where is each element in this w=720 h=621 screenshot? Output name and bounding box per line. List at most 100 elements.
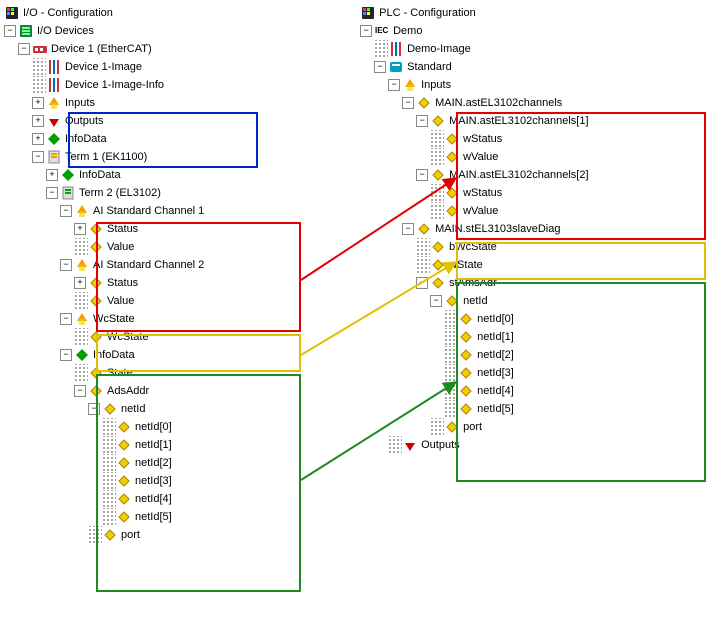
netid-3[interactable]: netId[3] — [4, 472, 340, 490]
var-icon — [88, 239, 104, 255]
r-netid-3[interactable]: netId[3] — [360, 364, 716, 382]
inputs[interactable]: +Inputs — [4, 94, 340, 112]
expand-icon[interactable]: + — [32, 133, 44, 145]
collapse-icon[interactable]: − — [18, 43, 30, 55]
bwcstate[interactable]: bWcState — [360, 238, 716, 256]
collapse-icon[interactable]: − — [416, 169, 428, 181]
netid-1[interactable]: netId[1] — [4, 436, 340, 454]
var-icon — [458, 383, 474, 399]
netid-3-label: netId[3] — [134, 472, 172, 490]
collapse-icon[interactable]: − — [360, 25, 372, 37]
infodata2-label: InfoData — [92, 346, 135, 364]
port[interactable]: port — [4, 526, 340, 544]
netid-5[interactable]: netId[5] — [4, 508, 340, 526]
wcstate[interactable]: WcState — [4, 328, 340, 346]
r-outputs[interactable]: Outputs — [360, 436, 716, 454]
demo[interactable]: −Demo — [360, 22, 716, 40]
ai2-value[interactable]: Value — [4, 292, 340, 310]
var-icon — [102, 401, 118, 417]
r-netid-1[interactable]: netId[1] — [360, 328, 716, 346]
r-netid-5-label: netId[5] — [476, 400, 514, 418]
r-inputs[interactable]: −Inputs — [360, 76, 716, 94]
chan-1[interactable]: −MAIN.astEL3102channels[1] — [360, 112, 716, 130]
standard-label: Standard — [406, 58, 452, 76]
main-channels[interactable]: −MAIN.astEL3102channels — [360, 94, 716, 112]
collapse-icon[interactable]: − — [74, 385, 86, 397]
image-icon — [46, 59, 62, 75]
r-netid-0[interactable]: netId[0] — [360, 310, 716, 328]
ai1-status[interactable]: + Status — [4, 220, 340, 238]
io-config-root[interactable]: I/O - Configuration — [4, 4, 340, 22]
collapse-icon[interactable]: − — [60, 259, 72, 271]
collapse-icon[interactable]: − — [402, 223, 414, 235]
wcstate-group[interactable]: −WcState — [4, 310, 340, 328]
infodata2[interactable]: − InfoData — [4, 346, 340, 364]
collapse-icon[interactable]: − — [88, 403, 100, 415]
netid-2[interactable]: netId[2] — [4, 454, 340, 472]
collapse-icon[interactable]: − — [374, 61, 386, 73]
device-1-label: Device 1 (EtherCAT) — [50, 40, 152, 58]
term-1-infodata[interactable]: +InfoData — [4, 166, 340, 184]
chan2-wstatus[interactable]: wStatus — [360, 184, 716, 202]
demo-image[interactable]: Demo-Image — [360, 40, 716, 58]
chan2-wvalue[interactable]: wValue — [360, 202, 716, 220]
collapse-icon[interactable]: − — [388, 79, 400, 91]
expand-icon[interactable]: + — [32, 115, 44, 127]
netid[interactable]: −netId — [4, 400, 340, 418]
collapse-icon[interactable]: − — [60, 313, 72, 325]
plc-config-root[interactable]: PLC - Configuration — [360, 4, 716, 22]
state[interactable]: State — [4, 364, 340, 382]
ai-channel-1[interactable]: −AI Standard Channel 1 — [4, 202, 340, 220]
ai2-status[interactable]: + Status — [4, 274, 340, 292]
var-icon — [88, 365, 104, 381]
ai1-value[interactable]: Value — [4, 238, 340, 256]
r-port[interactable]: port — [360, 418, 716, 436]
chan1-wvalue[interactable]: wValue — [360, 148, 716, 166]
collapse-icon[interactable]: − — [32, 151, 44, 163]
collapse-icon[interactable]: − — [60, 205, 72, 217]
netid-0[interactable]: netId[0] — [4, 418, 340, 436]
adsaddr[interactable]: −AdsAddr — [4, 382, 340, 400]
outputs[interactable]: +Outputs — [4, 112, 340, 130]
stamsadr-label: stAmsAdr — [448, 274, 497, 292]
port-label: port — [120, 526, 140, 544]
r-netid-5[interactable]: netId[5] — [360, 400, 716, 418]
r-netid-2[interactable]: netId[2] — [360, 346, 716, 364]
standard[interactable]: − Standard — [360, 58, 716, 76]
ai2-status-label: Status — [106, 274, 138, 292]
chan-2[interactable]: −MAIN.astEL3102channels[2] — [360, 166, 716, 184]
term-1[interactable]: −Term 1 (EK1100) — [4, 148, 340, 166]
netid-4[interactable]: netId[4] — [4, 490, 340, 508]
ai1-status-label: Status — [106, 220, 138, 238]
expand-icon[interactable]: + — [74, 277, 86, 289]
chan2-wstatus-label: wStatus — [462, 184, 502, 202]
io-devices[interactable]: −I/O Devices — [4, 22, 340, 40]
collapse-icon[interactable]: − — [416, 277, 428, 289]
ai-channel-2[interactable]: −AI Standard Channel 2 — [4, 256, 340, 274]
r-netid[interactable]: −netId — [360, 292, 716, 310]
outputs-icon — [402, 437, 418, 453]
expand-icon[interactable]: + — [46, 169, 58, 181]
expand-icon[interactable]: + — [74, 223, 86, 235]
inputs-icon — [46, 95, 62, 111]
var-icon — [102, 527, 118, 543]
collapse-icon[interactable]: − — [4, 25, 16, 37]
var-icon — [116, 491, 132, 507]
collapse-icon[interactable]: − — [402, 97, 414, 109]
collapse-icon[interactable]: − — [60, 349, 72, 361]
term-2[interactable]: −Term 2 (EL3102) — [4, 184, 340, 202]
wstate[interactable]: wState — [360, 256, 716, 274]
device-1-image-info[interactable]: Device 1-Image-Info — [4, 76, 340, 94]
infodata[interactable]: +InfoData — [4, 130, 340, 148]
chan1-wstatus[interactable]: wStatus — [360, 130, 716, 148]
var-icon — [444, 131, 460, 147]
expand-icon[interactable]: + — [32, 97, 44, 109]
collapse-icon[interactable]: − — [416, 115, 428, 127]
stamsadr[interactable]: − stAmsAdr — [360, 274, 716, 292]
slave-diag[interactable]: −MAIN.stEL3103slaveDiag — [360, 220, 716, 238]
collapse-icon[interactable]: − — [46, 187, 58, 199]
device-1-image[interactable]: Device 1-Image — [4, 58, 340, 76]
device-1[interactable]: − Device 1 (EtherCAT) — [4, 40, 340, 58]
collapse-icon[interactable]: − — [430, 295, 442, 307]
r-netid-4[interactable]: netId[4] — [360, 382, 716, 400]
